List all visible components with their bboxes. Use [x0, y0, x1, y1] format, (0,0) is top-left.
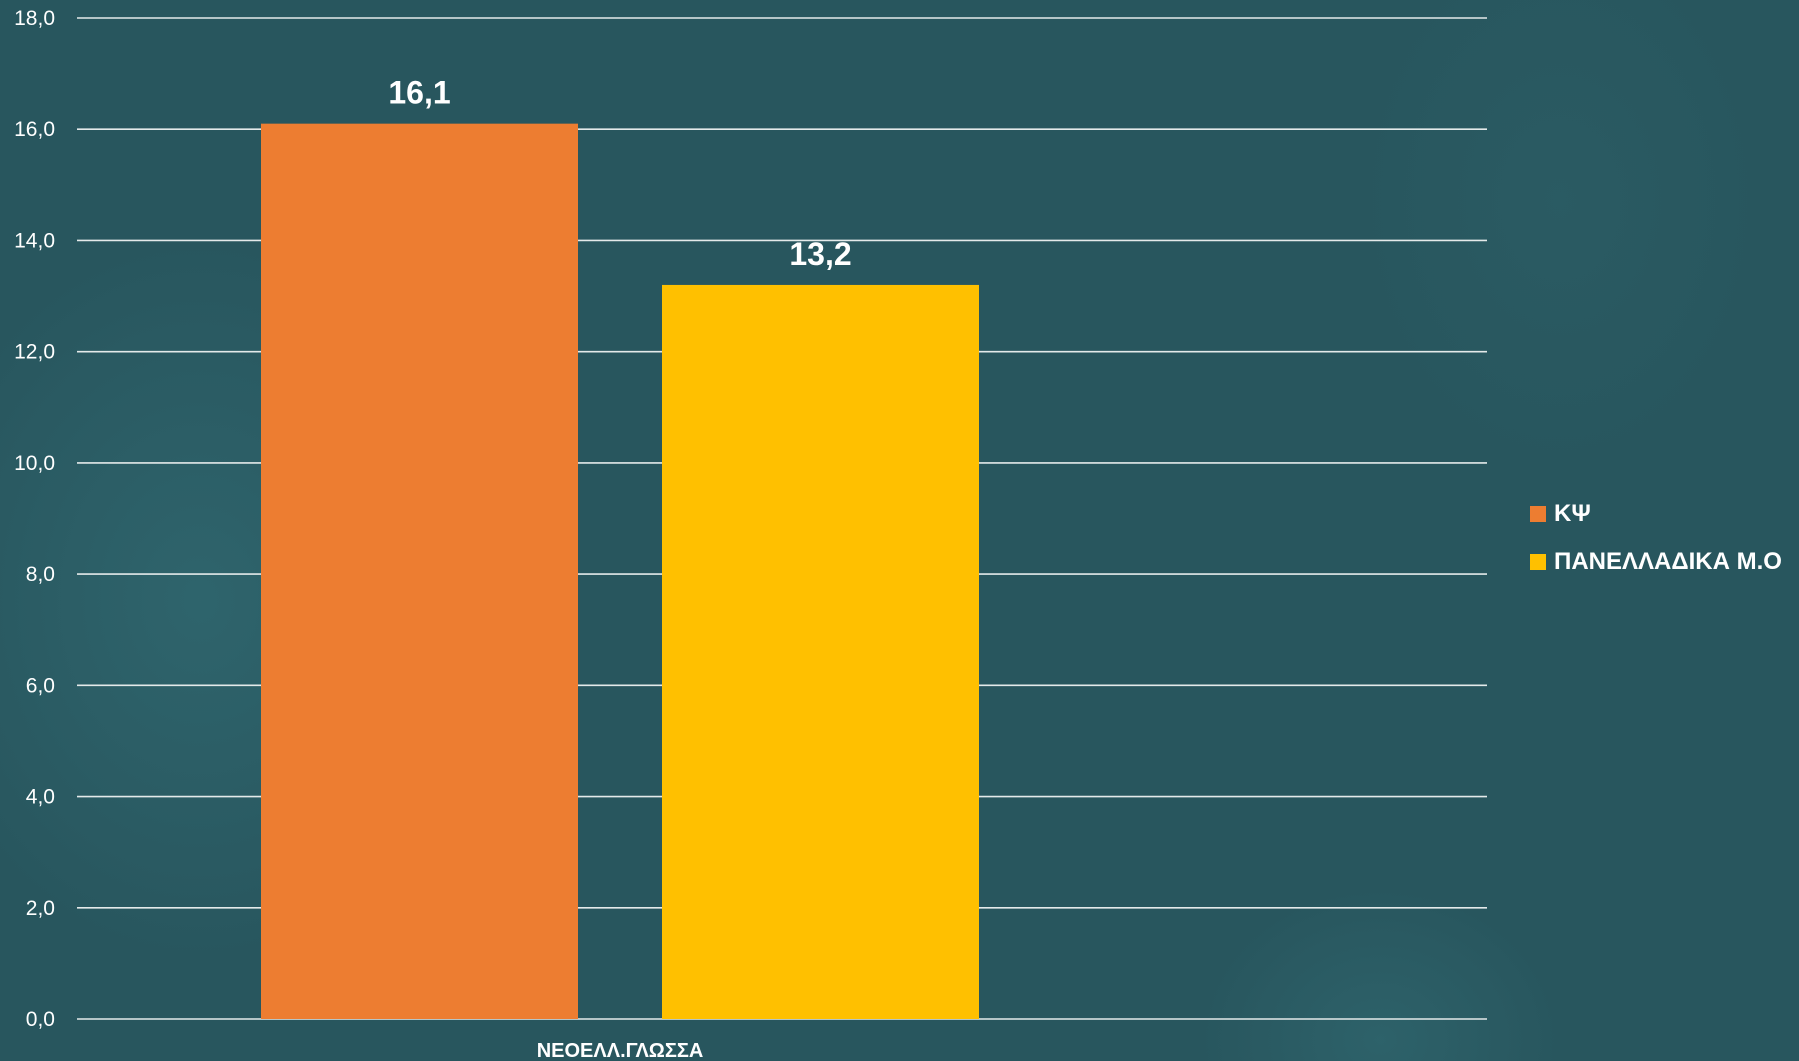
y-tick-label: 6,0 [26, 674, 55, 697]
bars [261, 123, 979, 1019]
data-labels: 16,1 13,2 [388, 75, 851, 272]
data-label-panelladika: 13,2 [789, 236, 851, 272]
bar-panelladika [662, 284, 979, 1019]
legend-item-panelladika: ΠΑΝΕΛΛΑΔΙΚΑ Μ.Ο [1530, 538, 1782, 586]
y-tick-label: 14,0 [14, 229, 55, 252]
y-tick-label: 18,0 [14, 7, 55, 30]
bar-kps [261, 123, 578, 1019]
y-axis-tick-labels: 0,0 2,0 4,0 6,0 8,0 10,0 12,0 14,0 16,0 18,0 [14, 7, 55, 1031]
legend-label-kps: ΚΨ [1554, 500, 1591, 527]
legend-swatch-panelladika [1530, 554, 1546, 570]
y-tick-label: 8,0 [26, 563, 55, 586]
x-axis-category-labels: ΝΕΟΕΛΛ.ΓΛΩΣΣΑ [537, 1040, 704, 1061]
legend: ΚΨ ΠΑΝΕΛΛΑΔΙΚΑ Μ.Ο [1530, 490, 1782, 586]
y-tick-label: 16,0 [14, 118, 55, 141]
legend-item-kps: ΚΨ [1530, 490, 1782, 538]
y-tick-label: 12,0 [14, 341, 55, 364]
y-tick-label: 2,0 [26, 897, 55, 920]
y-tick-label: 10,0 [14, 452, 55, 475]
legend-swatch-kps [1530, 506, 1546, 522]
legend-label-panelladika: ΠΑΝΕΛΛΑΔΙΚΑ Μ.Ο [1554, 548, 1782, 575]
y-tick-label: 4,0 [26, 786, 55, 809]
x-category-label: ΝΕΟΕΛΛ.ΓΛΩΣΣΑ [537, 1040, 704, 1061]
y-tick-label: 0,0 [26, 1008, 55, 1031]
data-label-kps: 16,1 [388, 75, 450, 111]
